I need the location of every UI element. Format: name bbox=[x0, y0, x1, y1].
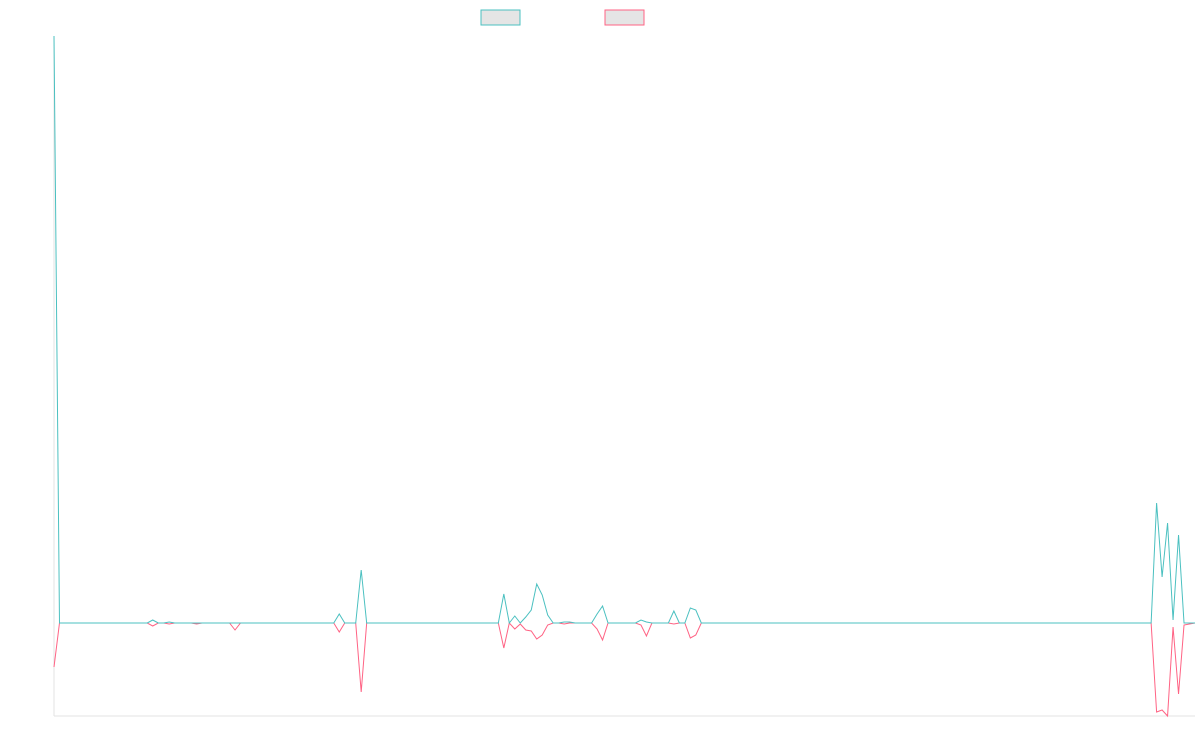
legend bbox=[480, 9, 645, 26]
legend-item-0[interactable] bbox=[480, 9, 521, 26]
legend-item-1[interactable] bbox=[604, 9, 645, 26]
series-layer bbox=[53, 35, 1196, 718]
series-line-0 bbox=[53, 35, 1195, 625]
series-line-1 bbox=[53, 621, 1196, 718]
